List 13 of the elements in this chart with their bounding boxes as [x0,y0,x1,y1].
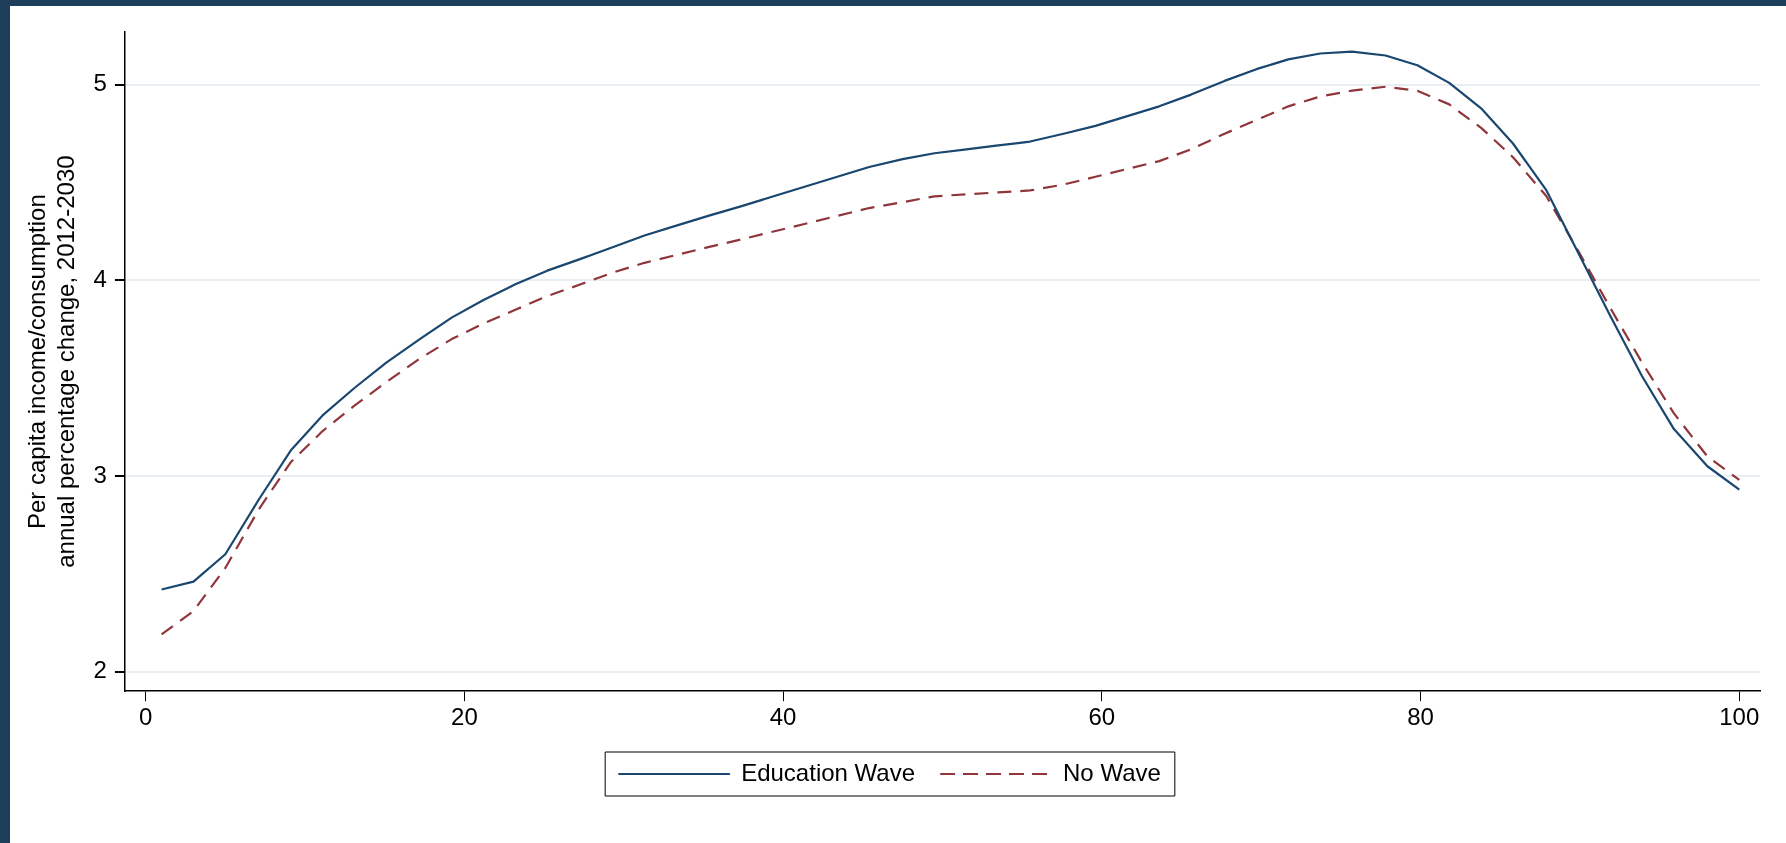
y-tick-label: 3 [93,460,107,488]
legend-label: No Wave [1063,758,1161,786]
x-tick-label: 40 [769,703,797,731]
y-tick-label: 5 [93,69,107,97]
x-tick-label: 20 [451,703,478,731]
y-axis-title: Per capita income/consumption annual percentage change, 2012-2030 [23,155,79,568]
y-tick-label: 4 [93,265,107,293]
y-tick-label: 2 [93,656,107,684]
x-tick-label: 60 [1088,703,1116,731]
x-tick-label: 100 [1719,703,1760,731]
x-tick-label: 80 [1407,703,1434,731]
x-tick-label: 0 [138,703,153,731]
legend-label: Education Wave [741,758,916,786]
